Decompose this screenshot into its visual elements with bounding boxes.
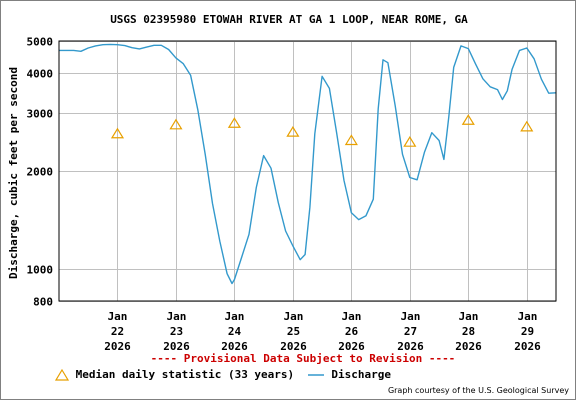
y-axis-label: Discharge, cubic feet per second xyxy=(7,67,20,279)
median-marker xyxy=(344,134,358,146)
y-tick-label: 800 xyxy=(33,296,53,309)
legend-median-item: Median daily statistic (33 years) xyxy=(54,367,295,381)
discharge-series xyxy=(59,43,557,285)
x-tick-label: Jan xyxy=(518,310,538,323)
x-tick-label: 2026 xyxy=(163,340,190,353)
line-icon xyxy=(307,373,324,376)
x-tick-label: 27 xyxy=(404,325,417,338)
x-tick-label: 26 xyxy=(345,325,359,338)
y-tick-label: 4000 xyxy=(27,68,54,81)
x-tick-label: 24 xyxy=(228,325,242,338)
median-marker xyxy=(461,114,475,125)
median-marker xyxy=(286,125,300,137)
median-marker xyxy=(169,118,183,130)
y-tick-label: 1000 xyxy=(27,264,54,277)
courtesy-note: Graph courtesy of the U.S. Geological Su… xyxy=(387,386,569,395)
x-tick-label: 22 xyxy=(111,325,124,338)
x-tick-label: 23 xyxy=(170,325,183,338)
discharge-line xyxy=(59,43,557,285)
x-tick-label: 29 xyxy=(521,325,534,338)
x-tick-label: 2026 xyxy=(397,340,424,353)
x-tick-label: 2026 xyxy=(104,340,131,353)
y-tick-label: 3000 xyxy=(27,108,54,121)
median-marker xyxy=(403,136,417,147)
x-tick-label: Jan xyxy=(342,310,362,323)
x-tick-label: Jan xyxy=(401,310,421,323)
y-tick-label: 5000 xyxy=(27,36,54,49)
legend-median-label: Median daily statistic (33 years) xyxy=(75,367,295,381)
x-tick-label: 2026 xyxy=(338,340,365,353)
median-marker xyxy=(520,120,534,132)
x-tick-label: Jan xyxy=(108,310,128,323)
x-tick-label: Jan xyxy=(225,310,245,323)
legend-discharge-label: Discharge xyxy=(331,367,392,381)
median-marker xyxy=(227,117,241,128)
x-tick-label: 2026 xyxy=(455,340,482,353)
y-axis-ticks: 800 1000 2000 3000 4000 5000 xyxy=(27,36,54,309)
provisional-notice: ---- Provisional Data Subject to Revisio… xyxy=(150,352,456,365)
median-markers xyxy=(110,114,534,147)
x-tick-label: Jan xyxy=(167,310,187,323)
x-tick-label: 2026 xyxy=(280,340,307,353)
triangle-icon xyxy=(54,368,70,381)
grid xyxy=(59,41,556,302)
x-tick-label: 2026 xyxy=(514,340,541,353)
y-tick-label: 2000 xyxy=(27,166,54,179)
median-marker xyxy=(110,127,125,139)
x-tick-label: 28 xyxy=(462,325,475,338)
chart-title: USGS 02395980 ETOWAH RIVER AT GA 1 LOOP,… xyxy=(110,13,468,26)
plot-border xyxy=(58,40,557,302)
x-axis-ticks: Jan 22 2026 Jan 23 2026 Jan 24 2026 Jan 25 2026 Jan 2… xyxy=(104,310,541,353)
legend: Median daily statistic (33 years) Discha… xyxy=(54,367,391,381)
legend-discharge-item: Discharge xyxy=(307,368,391,381)
x-tick-label: Jan xyxy=(284,310,304,323)
x-tick-label: 25 xyxy=(287,325,300,338)
x-tick-label: 2026 xyxy=(221,340,248,353)
x-tick-label: Jan xyxy=(459,310,479,323)
